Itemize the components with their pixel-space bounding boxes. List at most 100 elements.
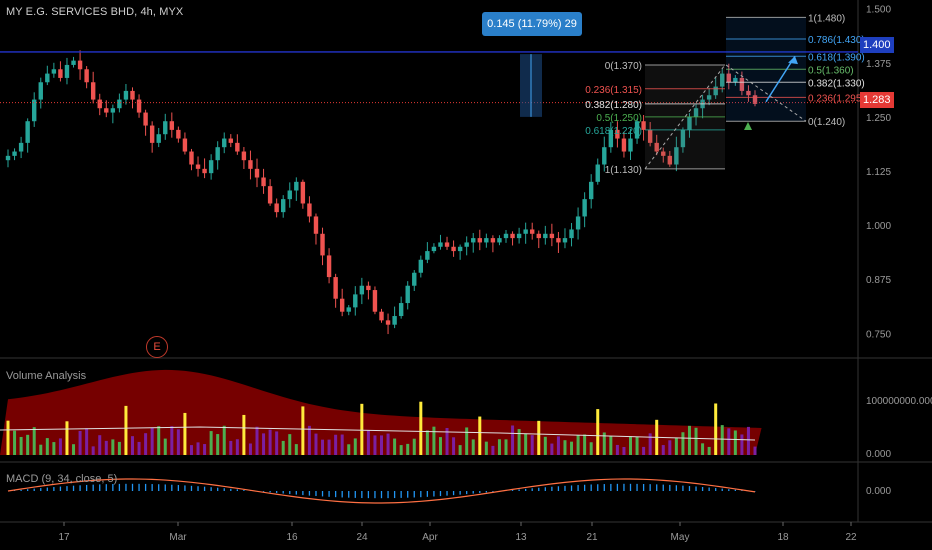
fib-retracement-label: 0.618(1.220) [585,126,642,137]
candle-body [543,233,548,239]
candle-body [149,125,155,143]
candle-body [706,95,712,100]
volume-bar [386,433,390,455]
volume-bar [360,403,364,455]
volume-bar [681,432,685,455]
candle-body [556,238,561,243]
fib-retracement-label: 0.5(1.250) [596,113,642,124]
volume-bar [629,436,632,455]
candle-body [18,142,24,152]
volume-bar [170,426,174,455]
candle-body [680,129,686,148]
candle-body [320,233,325,256]
fib-extension-label: 0.618(1.390) [808,52,865,63]
volume-ma-line [0,426,756,441]
volume-bar [596,409,600,455]
candle-body [523,229,528,234]
candle-body [45,73,50,83]
volume-tick-label: 0.000 [866,449,891,460]
volume-bar [98,435,102,455]
candle-body [674,147,679,165]
candle-body [77,60,83,70]
candle-body [32,99,37,122]
volume-bar [334,434,338,455]
candle-body [516,233,522,239]
volume-bar [399,445,403,455]
volume-bar [425,430,429,455]
candle-body [687,116,692,130]
candle-body [569,229,574,239]
measure-label[interactable]: 0.145 (11.79%) 29 [482,12,582,36]
candle-body [281,199,286,213]
volume-bar [615,444,619,455]
volume-bar [288,434,292,455]
volume-bar [301,406,305,455]
volume-bar [406,443,410,455]
volume-bar [72,444,76,455]
volume-bar [157,426,161,455]
candle-body [215,147,220,161]
candle-body [549,233,555,239]
volume-bar [137,441,141,455]
time-tick-label: Apr [422,532,438,543]
volume-bar [661,445,665,455]
volume-bar [58,438,62,455]
volume-bar [209,431,213,455]
current-price-badge: 1.400 [860,37,894,53]
candle-body [398,303,404,317]
candle-body [143,112,148,126]
fib-trend-line [644,64,726,170]
volume-bar [635,436,639,455]
volume-bar [432,426,436,455]
volume-panel-title: Volume Analysis [6,370,87,382]
volume-bar [694,427,698,455]
volume-bar [471,439,475,455]
candle-body [110,108,116,113]
volume-bar [563,440,567,455]
volume-bar [366,430,370,455]
volume-bar [131,436,134,455]
candle-body [451,246,456,252]
price-tick-label: 1.250 [866,113,891,124]
volume-bar [714,403,718,455]
price-tick-label: 1.125 [866,167,891,178]
candle-body [575,216,581,230]
earnings-marker[interactable]: E [146,336,168,358]
volume-bar [511,425,515,455]
candle-body [38,82,43,100]
volume-bar [150,427,154,455]
candle-body [222,138,227,148]
volume-bar [347,444,351,455]
macd-signal-line [7,478,756,504]
volume-bar [668,440,672,455]
time-tick-label: 21 [586,532,598,543]
candle-body [602,147,607,165]
projection-arrow [765,55,796,103]
candle-body [366,285,371,291]
volume-bar [517,429,521,455]
candle-body [392,316,397,325]
volume-bar [124,405,128,455]
candle-body [490,238,496,243]
candle-body [536,233,541,239]
volume-bar [248,443,252,455]
volume-bar [380,435,383,455]
price-tick-label: 1.000 [866,221,891,232]
volume-bar [674,437,678,455]
fib-extension-label: 0.5(1.360) [808,65,854,76]
volume-bar [701,443,705,455]
candle-body [412,272,417,286]
candle-body [641,121,646,130]
candle-body [90,82,96,100]
candle-body [431,246,437,252]
candle-body [752,95,758,104]
candle-body [274,203,279,213]
fib-retracement-label: 0.236(1.315) [585,85,642,96]
volume-bar [196,442,200,455]
candle-body [5,155,11,161]
candle-body [202,168,207,174]
volume-bar [537,420,541,455]
candle-body [647,129,653,143]
volume-bar [26,434,30,455]
volume-bar [229,440,233,455]
